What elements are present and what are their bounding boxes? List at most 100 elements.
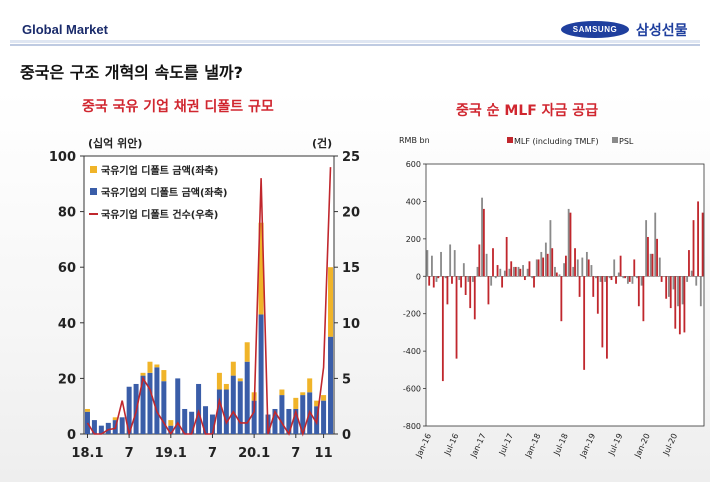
psl-bar	[549, 220, 552, 277]
psl-bar	[494, 276, 497, 279]
mlf-x-tick-label: Jul-17	[497, 432, 515, 457]
psl-bar	[640, 276, 643, 286]
psl-bar	[654, 212, 657, 277]
right-y-tick-label: 15	[342, 261, 360, 276]
mlf-bar	[688, 250, 690, 277]
legend-label-psl: PSL	[619, 137, 634, 146]
soe-bar	[230, 361, 236, 376]
mlf-y-tick-label: -800	[403, 422, 421, 431]
non-soe-bar	[154, 367, 160, 434]
psl-bar	[499, 268, 502, 277]
mlf-bar	[451, 276, 453, 284]
mlf-bar	[660, 276, 663, 282]
non-soe-bar	[119, 417, 125, 434]
mlf-bar	[656, 238, 658, 277]
mlf-bar	[487, 276, 490, 305]
psl-bar	[531, 276, 534, 279]
non-soe-bar	[321, 400, 327, 434]
mlf-x-tick-label: Jan-19	[578, 432, 597, 460]
left-chart-title: 중국 국유 기업 채권 디폴트 규모	[82, 99, 274, 115]
non-soe-bar	[237, 381, 243, 434]
psl-bar	[645, 220, 648, 277]
psl-bar	[462, 263, 465, 277]
non-soe-bar	[223, 389, 229, 434]
left-x-tick-label: 7	[125, 446, 134, 461]
mlf-bar	[610, 276, 613, 281]
mlf-bar	[469, 276, 472, 309]
mlf-bar	[523, 276, 526, 281]
soe-bar	[140, 372, 146, 376]
soe-bar	[112, 417, 118, 421]
psl-bar	[517, 266, 520, 277]
mlf-y-tick-label: 0	[416, 272, 421, 281]
soe-bar	[300, 392, 306, 396]
mlf-x-tick-label: Jul-16	[442, 432, 460, 457]
left-y-tick-label: 100	[49, 150, 76, 165]
non-soe-bar	[175, 378, 181, 434]
mlf-bar	[596, 276, 599, 314]
non-soe-bar	[147, 372, 153, 434]
mlf-y-axis-label: RMB bn	[399, 136, 430, 145]
psl-bar	[599, 276, 602, 282]
mlf-x-tick-label: Jul-18	[552, 432, 570, 457]
non-soe-bar	[196, 383, 202, 434]
non-soe-bar	[244, 361, 250, 434]
psl-bar	[626, 276, 629, 284]
soe-bar	[279, 389, 285, 396]
soe-bar	[314, 400, 320, 407]
psl-bar	[677, 276, 679, 307]
non-soe-bar	[189, 411, 195, 434]
legend-swatch-soe	[90, 166, 97, 173]
legend-label-soe: 국유기업 디폴트 금액(좌축)	[101, 164, 218, 177]
mlf-bar	[478, 244, 481, 277]
mlf-bar	[701, 212, 704, 277]
mlf-bar	[619, 255, 622, 277]
left-x-tick-label: 7	[208, 446, 217, 461]
non-soe-bar	[91, 420, 97, 434]
mlf-bar	[514, 266, 517, 277]
non-soe-bar	[182, 408, 188, 434]
psl-bar	[695, 276, 698, 286]
mlf-bar	[637, 276, 640, 307]
psl-bar	[686, 276, 689, 282]
non-soe-bar	[230, 375, 236, 434]
mlf-y-tick-label: -200	[403, 310, 421, 319]
left-y-tick-label: 20	[58, 372, 76, 387]
psl-bar	[458, 276, 461, 281]
mlf-bar	[592, 276, 595, 297]
legend-label-mlf: MLF (including TMLF)	[514, 137, 599, 146]
psl-bar	[490, 276, 493, 286]
mlf-bar	[482, 208, 485, 277]
non-soe-bar	[161, 381, 167, 434]
mlf-bar	[542, 257, 545, 277]
psl-bar	[472, 276, 474, 282]
mlf-x-tick-label: Jul-20	[661, 432, 679, 457]
mlf-bar	[546, 253, 549, 277]
psl-bar	[576, 259, 579, 277]
right-y-tick-label: 25	[342, 150, 360, 165]
non-soe-bar	[328, 336, 334, 434]
left-y-tick-label: 80	[58, 206, 76, 221]
soe-bar	[161, 370, 167, 382]
psl-bar	[636, 276, 638, 279]
mlf-bar	[492, 248, 494, 277]
non-soe-bar	[300, 395, 306, 434]
non-soe-bar	[84, 411, 90, 434]
mlf-bar	[464, 276, 467, 295]
psl-bar	[476, 266, 479, 277]
psl-bar	[544, 242, 547, 277]
mlf-bar	[519, 268, 522, 277]
mlf-bar	[473, 276, 476, 320]
psl-bar	[595, 276, 597, 279]
mlf-bar	[665, 276, 668, 299]
mlf-bar	[446, 276, 449, 305]
left-y-tick-label: 0	[67, 428, 76, 443]
left-x-tick-label: 7	[291, 446, 300, 461]
legend-swatch-mlf	[507, 137, 513, 143]
psl-bar	[585, 251, 588, 277]
left-y-tick-label: 60	[58, 261, 76, 276]
psl-bar	[535, 259, 538, 277]
header-divider	[10, 40, 700, 43]
mlf-x-tick-label: Jan-20	[633, 432, 652, 460]
soe-bar	[147, 361, 153, 373]
